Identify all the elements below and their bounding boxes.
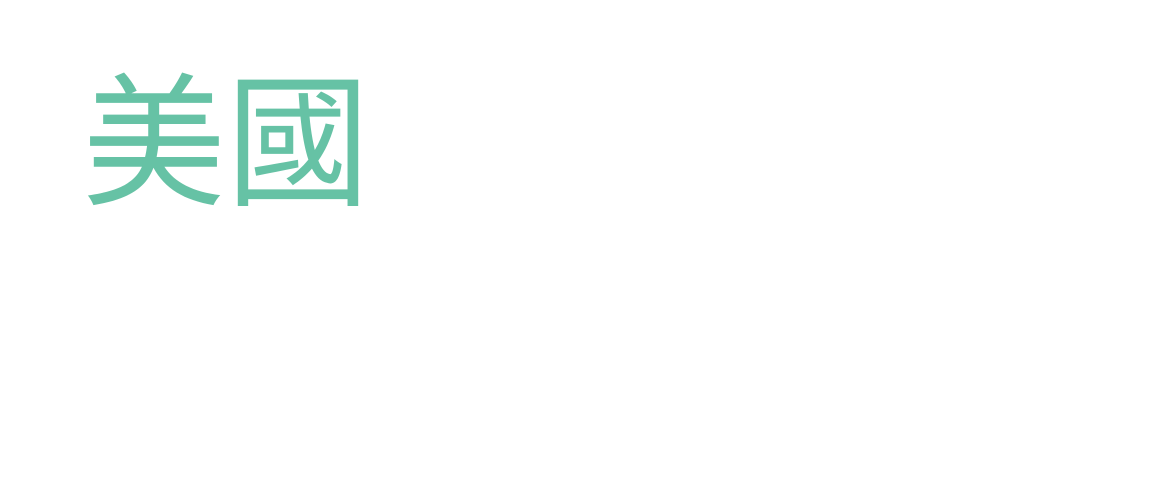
word-usa: 美國 <box>82 60 371 228</box>
